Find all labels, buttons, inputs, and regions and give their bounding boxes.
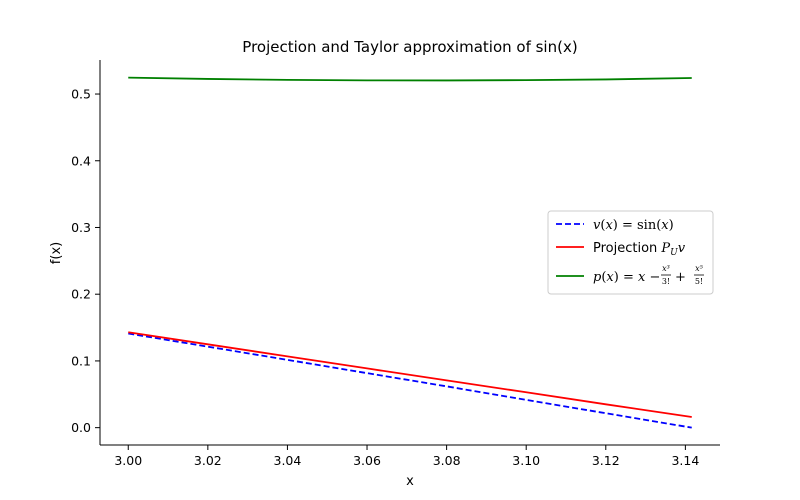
series-line-sin [128,332,692,429]
chart-title: Projection and Taylor approximation of s… [242,38,577,56]
x-tick-label: 3.12 [592,453,620,468]
x-tick-label: 3.14 [671,453,699,468]
y-tick-label: 0.3 [71,220,91,235]
x-tick-label: 3.04 [274,453,302,468]
series-line-projection [128,331,692,418]
y-tick-label: 0.1 [71,353,91,368]
y-axis-label: f(x) [49,242,64,264]
series-line-taylor [128,76,692,82]
x-axis-label: x [406,474,414,489]
legend-fraction-x3: x³ 3! [661,264,671,286]
y-tick-label: 0.0 [71,420,91,435]
series-layer [128,76,692,429]
y-tick-label: 0.2 [71,287,91,302]
x-tick-label: 3.02 [194,453,222,468]
svg-text:x³: x³ [662,264,670,273]
legend-fraction-x5: x⁵ 5! [694,264,704,286]
legend-label-taylor: p(x) = x − [593,270,660,285]
x-ticks: 3.00 3.02 3.04 3.06 3.08 3.10 3.12 3.14 [114,445,699,468]
legend: v(x) = sin(x) Projection PUv p(x) = x − … [547,210,714,295]
x-tick-label: 3.08 [433,453,461,468]
legend-label-sin: v(x) = sin(x) [593,218,674,233]
legend-plus: + [675,270,686,285]
x-tick-label: 3.00 [114,453,142,468]
x-tick-label: 3.10 [512,453,540,468]
legend-label-projection: Projection PUv [593,241,686,258]
legend-box [547,210,714,295]
y-tick-label: 0.4 [71,153,91,168]
svg-text:5!: 5! [695,277,703,286]
y-ticks: 0.0 0.1 0.2 0.3 0.4 0.5 [71,87,100,435]
svg-text:3!: 3! [662,277,670,286]
y-tick-label: 0.5 [71,87,91,102]
x-tick-label: 3.06 [353,453,381,468]
svg-text:x⁵: x⁵ [695,264,704,273]
